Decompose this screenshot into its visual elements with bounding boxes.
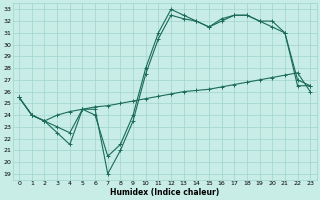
X-axis label: Humidex (Indice chaleur): Humidex (Indice chaleur) xyxy=(110,188,219,197)
